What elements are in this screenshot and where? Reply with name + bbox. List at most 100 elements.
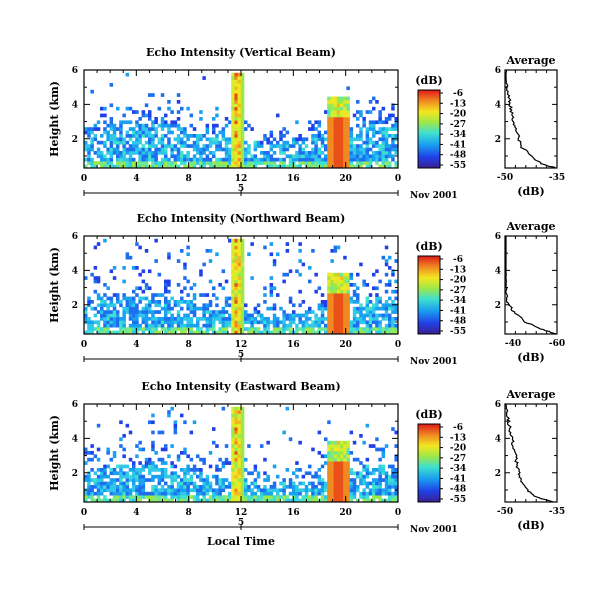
heatmap-cell	[173, 161, 178, 165]
heatmap-cell	[186, 137, 190, 142]
heatmap-cell	[180, 491, 184, 496]
heatmap-cell	[202, 481, 206, 486]
heatmap-cell	[103, 293, 107, 297]
heatmap-cell	[320, 137, 325, 142]
heatmap-cell	[343, 276, 347, 280]
heatmap-cell	[298, 289, 302, 294]
heatmap-cell	[343, 471, 347, 476]
heatmap-cell	[272, 464, 277, 469]
heatmap-cell	[314, 313, 318, 318]
heatmap-cell	[365, 313, 370, 318]
heatmap-cell	[132, 474, 136, 479]
heatmap-cell	[352, 289, 357, 294]
heatmap-cell	[231, 464, 235, 469]
heatmap-cell	[170, 147, 174, 152]
heatmap-cell	[135, 468, 139, 472]
heatmap-cell	[196, 320, 200, 325]
heatmap-cell	[324, 110, 328, 114]
heatmap-cell	[173, 464, 178, 469]
heatmap-cell	[237, 249, 242, 253]
heatmap-cell	[208, 320, 213, 325]
heatmap-cell	[352, 306, 357, 311]
heatmap-cell	[343, 444, 347, 448]
heatmap-cell	[340, 300, 344, 304]
heatmap-cell	[167, 410, 171, 414]
heatmap-cell	[237, 86, 242, 91]
heatmap-cell	[135, 313, 139, 318]
heatmap-cell	[324, 306, 328, 311]
heatmap-cell	[128, 151, 133, 155]
heatmap-cell	[247, 144, 251, 148]
heatmap-cell	[359, 154, 363, 159]
heatmap-cell	[119, 444, 123, 448]
heatmap-cell	[327, 478, 331, 482]
heatmap-cell	[100, 306, 104, 311]
heatmap-cell	[375, 447, 379, 452]
heatmap-cell	[231, 140, 235, 145]
heatmap-cell	[160, 147, 165, 152]
heatmap-cell	[151, 498, 155, 503]
heatmap-cell	[84, 140, 88, 145]
heatmap-cell	[336, 313, 341, 318]
heatmap-cell	[327, 474, 331, 479]
heatmap-cell	[202, 144, 206, 148]
heatmap-cell	[240, 245, 245, 250]
heatmap-cell	[144, 313, 149, 318]
heatmap-cell	[368, 147, 373, 152]
heatmap-cell	[135, 491, 139, 496]
heatmap-cell	[176, 123, 181, 128]
heatmap-cell	[244, 164, 248, 169]
heatmap-cell	[359, 262, 363, 267]
heatmap-cell	[173, 478, 178, 482]
heatmap-cell	[327, 454, 331, 459]
heatmap-cell	[340, 120, 344, 125]
heatmap-cell	[295, 154, 299, 159]
heatmap-cell	[122, 113, 126, 118]
heatmap-cell	[215, 468, 219, 472]
heatmap-cell	[87, 300, 91, 304]
heatmap-cell	[340, 154, 344, 159]
heatmap-cell	[116, 144, 120, 148]
heatmap-cell	[132, 151, 136, 155]
heatmap-cell	[285, 164, 290, 169]
heatmap-cell	[327, 495, 331, 499]
heatmap-cell	[125, 164, 130, 169]
heatmap-cell	[272, 151, 277, 155]
heatmap-cell	[148, 495, 152, 499]
heatmap-cell	[208, 451, 213, 455]
heatmap-cell	[381, 313, 386, 318]
heatmap-cell	[96, 279, 101, 284]
heatmap-cell	[160, 430, 165, 435]
heatmap-cell	[176, 457, 181, 462]
heatmap-cell	[138, 161, 142, 165]
heatmap-cell	[244, 151, 248, 155]
heatmap-cell	[244, 491, 248, 496]
colorbar-tick-label: -48	[450, 151, 466, 161]
heatmap-cell	[199, 161, 203, 165]
heatmap-cell	[112, 495, 117, 499]
heatmap-cell	[151, 485, 155, 489]
heatmap-cell	[237, 93, 242, 97]
avg-x-axis-label: (dB)	[517, 185, 544, 198]
heatmap-cell	[144, 461, 149, 465]
heatmap-cell	[160, 140, 165, 145]
heatmap-cell	[391, 300, 395, 304]
heatmap-cell	[141, 447, 146, 452]
heatmap-cell	[391, 323, 395, 328]
heatmap-cell	[109, 83, 114, 87]
x-tick-label: 12	[235, 340, 248, 350]
heatmap-cell	[112, 130, 117, 135]
heatmap-cell	[205, 161, 210, 165]
heatmap-cell	[231, 447, 235, 452]
heatmap-cell	[375, 330, 379, 335]
heatmap-cell	[381, 120, 386, 125]
heatmap-cell	[381, 498, 386, 503]
heatmap-cell	[112, 330, 117, 335]
heatmap-cell	[378, 147, 382, 152]
heatmap-cell	[327, 330, 331, 335]
heatmap-cell	[292, 320, 296, 325]
heatmap-cell	[231, 134, 235, 138]
heatmap-cell	[266, 157, 270, 162]
heatmap-cell	[132, 266, 136, 270]
heatmap-cell	[388, 279, 392, 284]
